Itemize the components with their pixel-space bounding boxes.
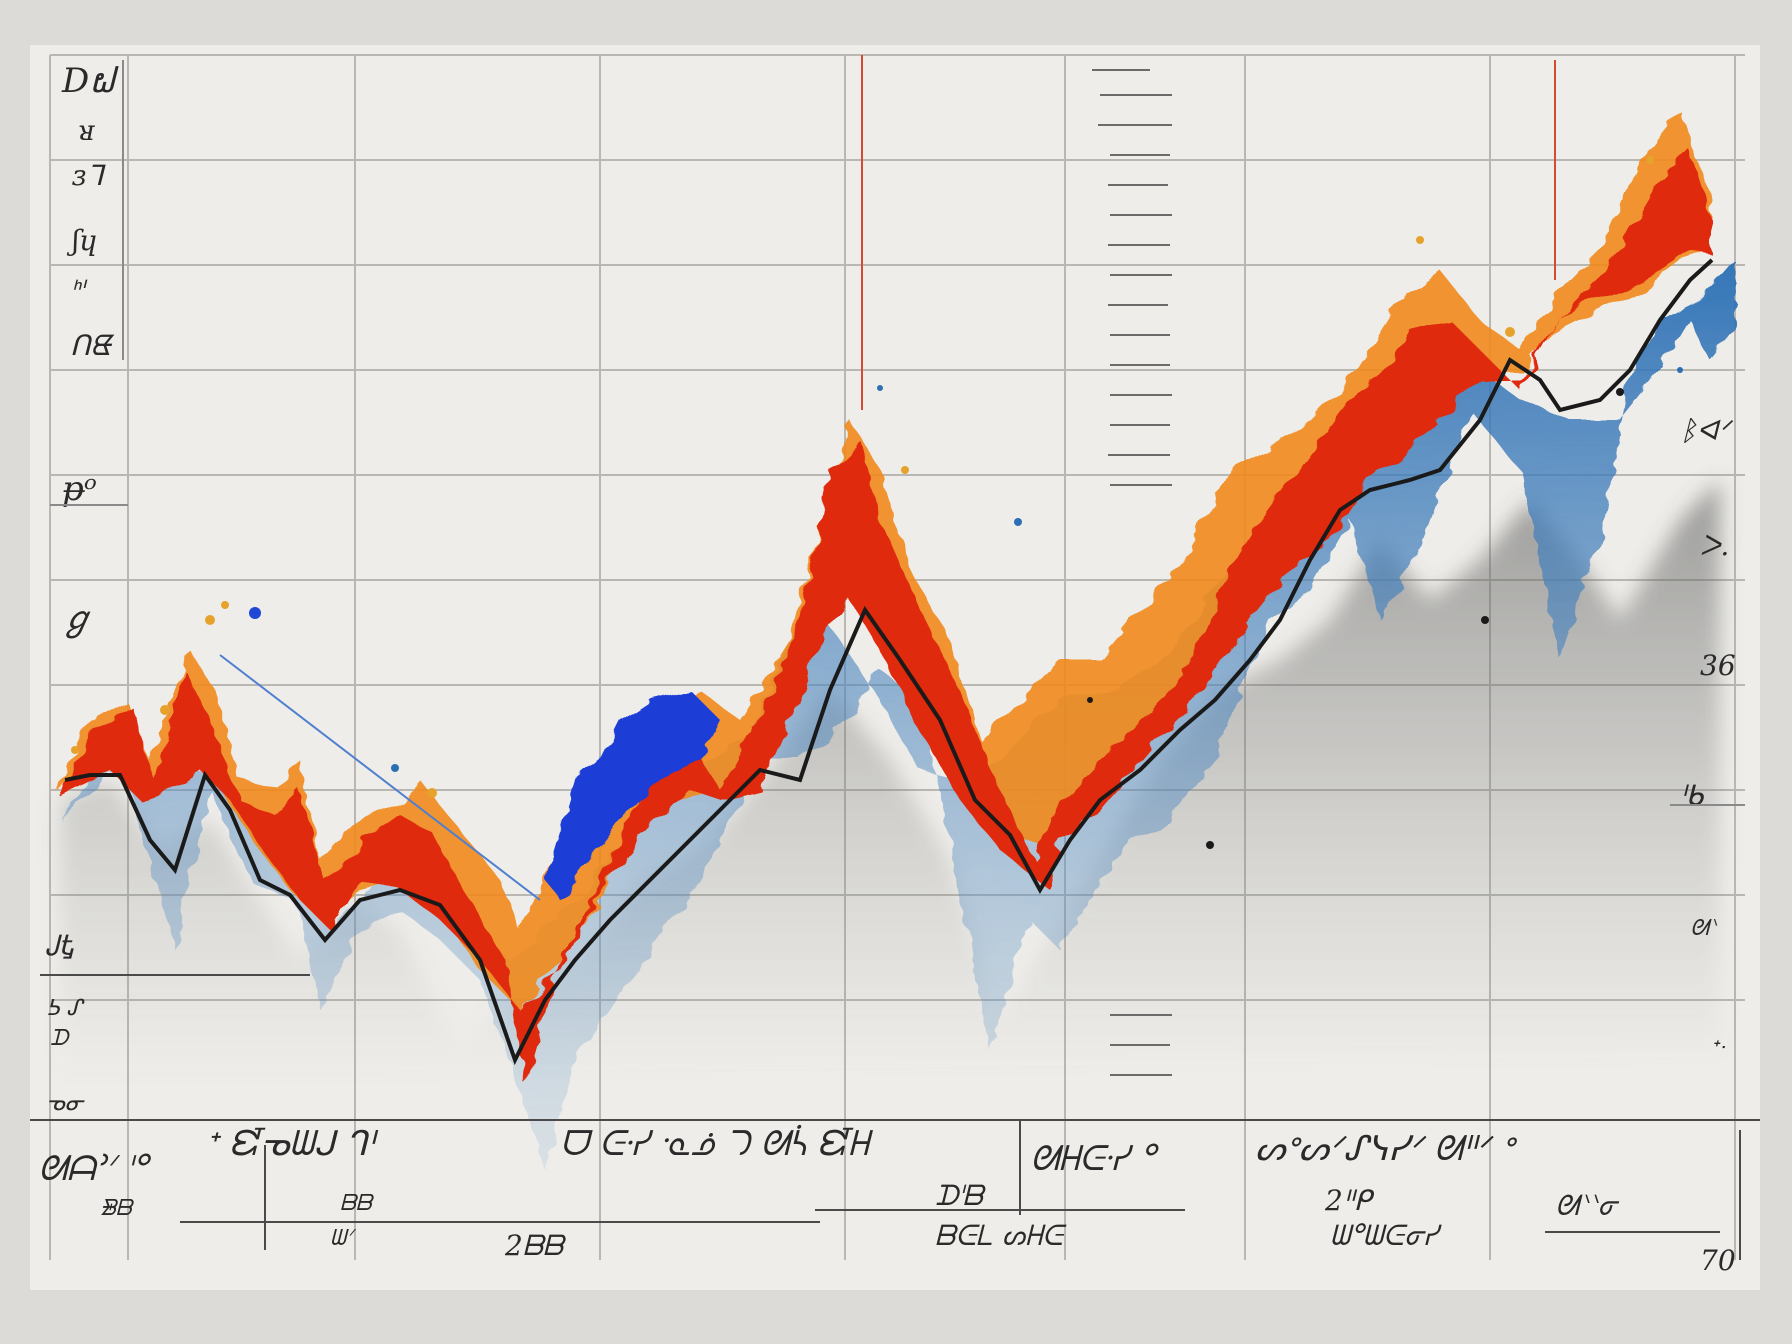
scribble-label: ᘛᐠᐠᓂ	[1555, 1189, 1619, 1222]
splatter-dot	[221, 601, 229, 609]
scribble-label: ᛒᐊᐟ	[1680, 414, 1733, 447]
splatter-dot	[1505, 327, 1515, 337]
scribble-label: ᐳ.	[1700, 529, 1729, 562]
left-scribbles: Dຝ ᴚ ɜᒣ ʃɥ ᑋᑊ ᑎᘀ ᵽᵒ ℊ ᎫᎿ ᕊ ᔑ ᗪ ᓀᓂ	[45, 61, 119, 1116]
splatter-dot	[1481, 616, 1489, 624]
bright-blue-splash	[545, 690, 720, 900]
scribble-label: ℊ	[60, 599, 94, 639]
scribble-label: ᐩᐧ	[1710, 1036, 1726, 1061]
scribble-label: ᎫᎿ	[45, 929, 74, 962]
paint-splatters	[71, 156, 1683, 849]
scribble-label: 36	[1700, 649, 1736, 682]
scribble-label: ᔕᐤᔕᐟᔑᓭᓯᐟ ᘛᐦᐟ ᐤ	[1255, 1129, 1518, 1169]
scribble-label: ᑋᑊ	[70, 274, 88, 307]
splatter-dot	[1014, 518, 1022, 526]
splatter-dot	[249, 607, 261, 619]
scribble-label: ᘛᗩᐣᐟ ᑊᐤ	[38, 1149, 152, 1189]
grey-shadow-wash	[60, 480, 1720, 1080]
scribble-label: ᗷᗷ	[340, 1191, 375, 1216]
splatter-dot	[427, 788, 437, 798]
splatter-dot	[1646, 156, 1654, 164]
left-column-rules	[50, 60, 1745, 806]
splatter-dot	[1416, 236, 1424, 244]
scribble-label: ᵽᵒ	[62, 469, 97, 509]
scribble-label: 2ᑊᑊᑭ	[1324, 1184, 1376, 1217]
splatter-dot	[1677, 367, 1683, 373]
scribble-label: ᕊ ᔑ	[46, 996, 85, 1021]
splatter-dot	[160, 705, 170, 715]
scribble-label: ʃɥ	[66, 224, 98, 257]
scribble-label: ᗯᐤᗯᕮᓂᓯ	[1330, 1219, 1442, 1252]
scribble-label: ᑊᑲ	[1680, 779, 1704, 812]
splatter-dot	[71, 746, 79, 754]
splatter-dot	[1206, 841, 1214, 849]
scribble-label: ᗯᐟ	[330, 1226, 357, 1251]
right-scribbles: ᛒᐊᐟ ᐳ. 36 ᑊᑲ ᘛᐠ ᐩᐧ	[1680, 414, 1736, 1061]
blue-pencil-line	[219, 654, 541, 901]
red-wash	[58, 150, 1712, 1085]
splatter-dot	[391, 764, 399, 772]
scribble-label: ᐩ ᘿᓀᗯᒍ ᒉᑊ	[205, 1124, 378, 1164]
splatter-dot	[877, 385, 883, 391]
scribble-label: ᴚ	[78, 114, 96, 147]
splatter-dot	[901, 466, 909, 474]
scribble-label: ᑎᘀ	[70, 329, 114, 362]
scribble-label: 2ᗷᗷ	[504, 1229, 567, 1262]
scribble-label: ᘛᕼᕮᓸ ᐤ	[1030, 1139, 1160, 1179]
scribble-label: ᓀᓂ	[46, 1091, 85, 1116]
bottom-rules	[30, 974, 1760, 1260]
scribble-label: ᘛᐠ	[1690, 916, 1718, 941]
splatter-dot	[1087, 697, 1093, 703]
scribble-label: ɜᒣ	[72, 159, 106, 192]
pencil-tick-marks	[1092, 69, 1172, 1076]
scribble-label: ᗪᑊᗷ	[935, 1179, 987, 1212]
scribble-label: 70	[1700, 1244, 1736, 1277]
scribble-label: ᗪ	[50, 1026, 70, 1051]
scribble-label: Dຝ	[61, 61, 119, 101]
scribble-label: ᗜ ᕮᓸ ᓋᓅ ᘄ ᘛᓵ ᘿᕼ	[560, 1124, 873, 1164]
scribble-label: ᗷᕮᒪ ᔕᕼᕮ	[935, 1219, 1067, 1252]
ink-line	[64, 258, 1714, 1066]
bottom-scribbles: ᘛᗩᐣᐟ ᑊᐤ ᐩ ᘿᓀᗯᒍ ᒉᑊ ᗜ ᕮᓸ ᓋᓅ ᘄ ᘛᓵ ᘿᕼ ᘛᕼᕮᓸ ᐤ…	[38, 1124, 1736, 1277]
splatter-dot	[205, 615, 215, 625]
scribble-label: ᗾᗷ	[100, 1196, 135, 1221]
splatter-dot	[1616, 388, 1624, 396]
